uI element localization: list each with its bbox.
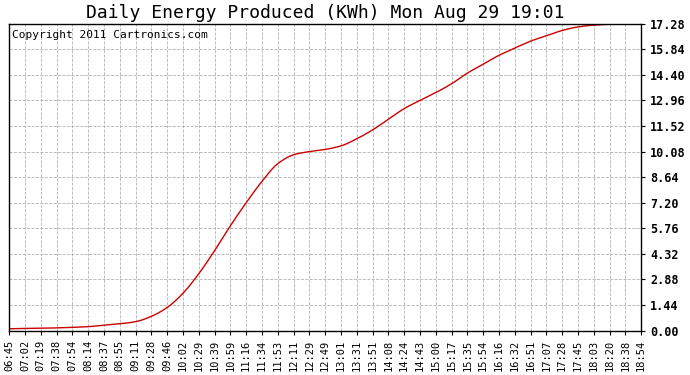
Text: Copyright 2011 Cartronics.com: Copyright 2011 Cartronics.com (12, 30, 208, 40)
Title: Daily Energy Produced (KWh) Mon Aug 29 19:01: Daily Energy Produced (KWh) Mon Aug 29 1… (86, 4, 564, 22)
